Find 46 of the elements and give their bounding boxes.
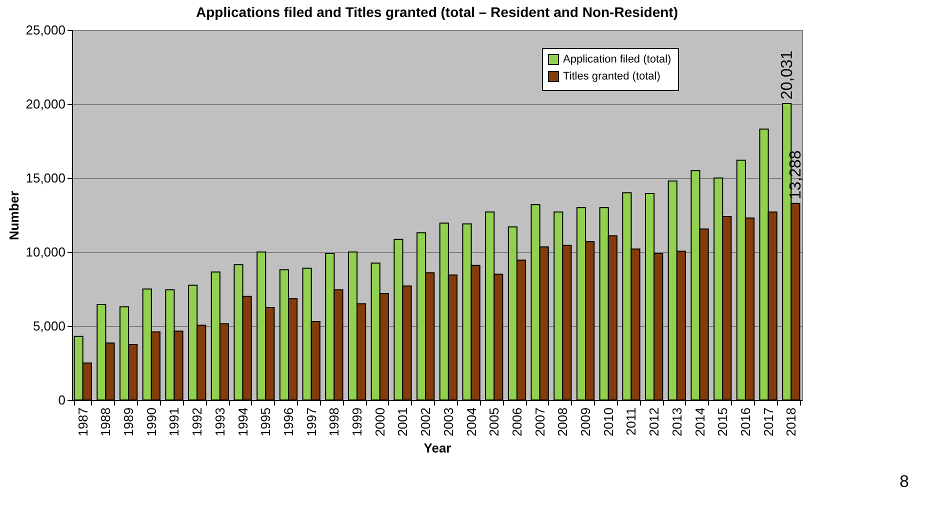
text: 8: [900, 472, 909, 492]
x-tick-label: 1992: [190, 408, 205, 436]
y-tick-label: 10,000: [26, 244, 66, 260]
x-tick-label: 1988: [98, 408, 114, 436]
y-tick-label: 15,000: [26, 170, 66, 186]
x-tick-label: 1990: [144, 408, 159, 436]
data-label: 20,031: [778, 50, 796, 100]
x-tick-label: 2000: [372, 408, 388, 436]
x-tick-label: 1996: [280, 408, 296, 436]
x-tick-label: 1993: [212, 408, 228, 436]
y-tick-label: 25,000: [26, 22, 66, 38]
x-tick-label: 2002: [418, 408, 434, 436]
x-tick-label: 1994: [235, 408, 250, 436]
y-tick-label: 20,000: [26, 96, 66, 112]
x-tick-label: 1995: [258, 408, 274, 436]
x-tick-label: 2017: [760, 408, 776, 436]
x-axis-title: Year: [424, 440, 452, 456]
x-tick-label: 2005: [486, 408, 502, 436]
x-tick-label: 1997: [304, 408, 319, 436]
x-tick-label: 2011: [624, 408, 639, 436]
x-tick-label: 1987: [75, 408, 90, 436]
x-tick-label: 2009: [578, 408, 594, 436]
x-tick-label: 2012: [646, 408, 662, 436]
x-tick-label: 2018: [784, 408, 799, 436]
x-tick-label: 2006: [509, 408, 524, 436]
x-tick-label: 2016: [738, 408, 753, 436]
x-tick-label: 2010: [600, 408, 616, 436]
x-tick-label: 1991: [166, 408, 182, 436]
data-label: 13,288: [787, 150, 804, 200]
x-tick-label: 2003: [440, 408, 456, 436]
x-tick-label: 2015: [715, 408, 730, 436]
legend-label: Application filed (total): [563, 54, 672, 66]
x-tick-label: 2014: [692, 408, 708, 436]
y-tick-label: 5,000: [32, 318, 66, 334]
chart-title: Applications filed and Titles granted (total – Resident and Non-Resident): [196, 4, 678, 20]
y-tick-label: 0: [58, 392, 66, 408]
x-tick-label: 2004: [464, 408, 479, 436]
x-tick-label: 2013: [669, 408, 684, 436]
x-tick-label: 2001: [395, 408, 410, 436]
x-tick-label: 1989: [121, 408, 136, 436]
x-tick-label: 1998: [326, 408, 342, 436]
legend-label: Titles granted (total): [563, 70, 660, 82]
x-tick-label: 2008: [555, 408, 570, 436]
y-axis-title: Number: [6, 190, 22, 240]
x-tick-label: 2007: [532, 408, 548, 436]
x-tick-label: 1999: [350, 408, 365, 436]
